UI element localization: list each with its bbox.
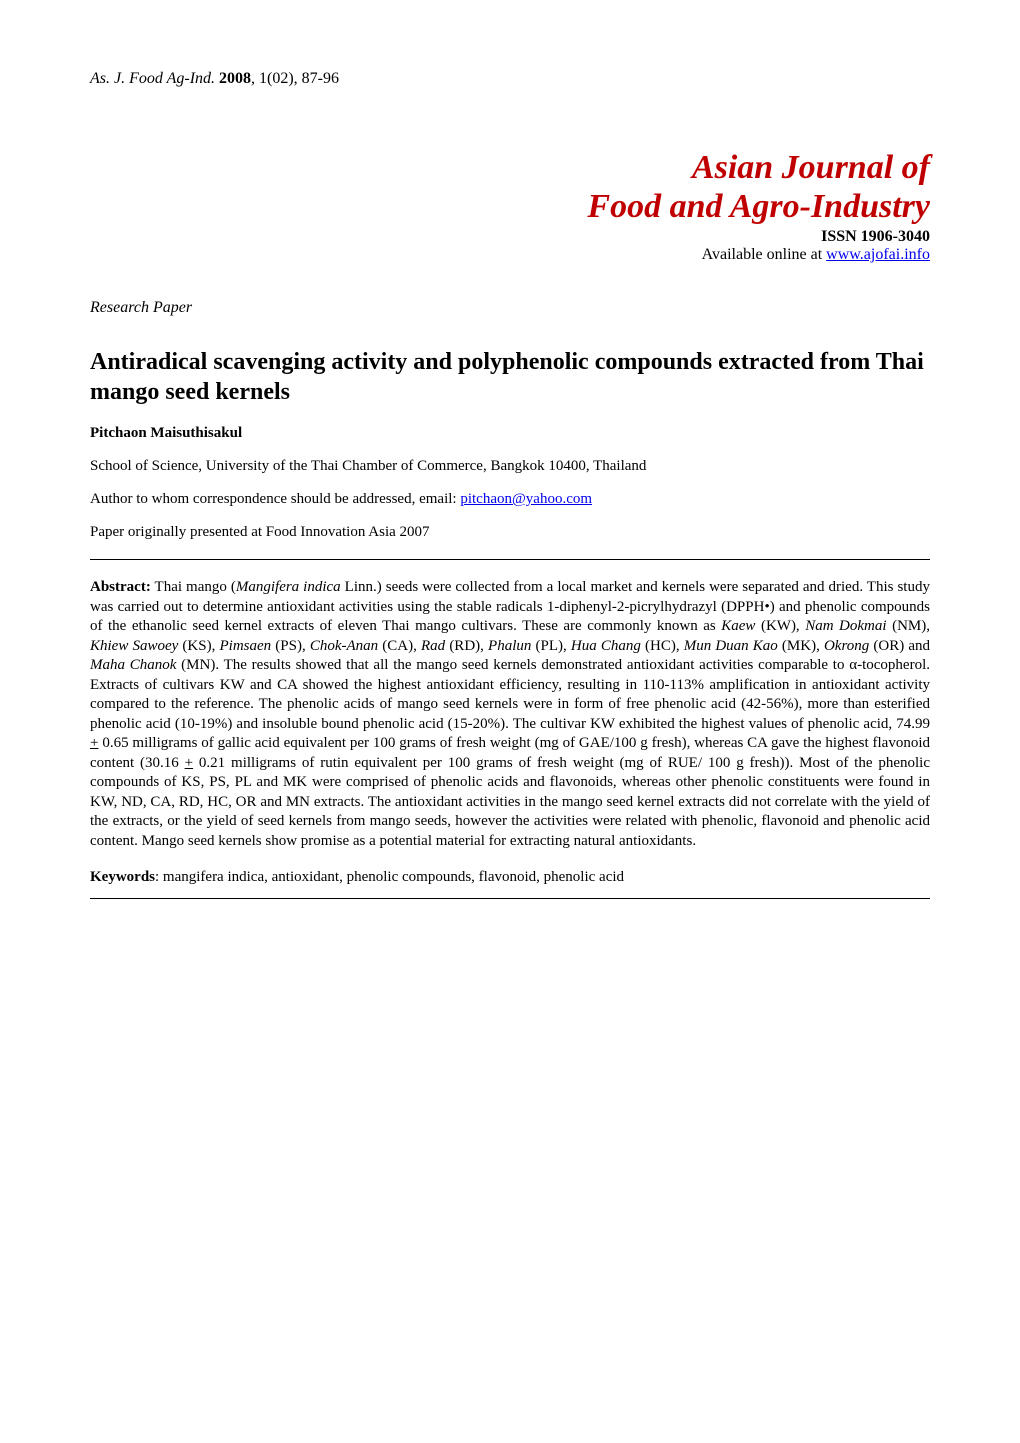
page: As. J. Food Ag-Ind. 2008, 1(02), 87-96 A…	[0, 0, 1020, 1443]
abstract-cultivar9: Mun Duan Kao	[684, 638, 778, 654]
abstract-t3: (KW),	[755, 618, 805, 634]
abstract-cultivar4: Pimsaen	[219, 638, 271, 654]
abstract-t13: (MN). The results showed that all the ma…	[90, 657, 930, 732]
keywords-label: Keywords	[90, 869, 155, 885]
abstract-cultivar11: Maha Chanok	[90, 657, 176, 673]
journal-availability: Available online at www.ajofai.info	[90, 246, 930, 264]
abstract-label: Abstract:	[90, 579, 151, 595]
abstract-cultivar3: Khiew Sawoey	[90, 638, 178, 654]
correspondence-email-link[interactable]: pitchaon@yahoo.com	[460, 491, 592, 507]
abstract-t7: (CA),	[378, 638, 421, 654]
abstract-cultivar6: Rad	[421, 638, 445, 654]
abstract: Abstract: Thai mango (Mangifera indica L…	[90, 578, 930, 851]
abstract-cultivar1: Kaew	[721, 618, 755, 634]
paper-title: Antiradical scavenging activity and poly…	[90, 347, 930, 407]
abstract-cultivar10: Okrong	[824, 638, 869, 654]
correspondence-line: Author to whom correspondence should be …	[90, 491, 930, 508]
abstract-t1: Thai mango (	[151, 579, 236, 595]
abstract-cultivar5: Chok-Anan	[310, 638, 378, 654]
available-prefix: Available online at	[702, 246, 827, 263]
presented-note: Paper originally presented at Food Innov…	[90, 524, 930, 541]
abstract-t5: (KS),	[178, 638, 219, 654]
abstract-t8: (RD),	[445, 638, 488, 654]
abstract-cultivar7: Phalun	[488, 638, 531, 654]
section-label: Research Paper	[90, 299, 930, 317]
abstract-t4: (NM),	[887, 618, 930, 634]
abstract-cultivar2: Nam Dokmai	[805, 618, 886, 634]
author-affiliation: School of Science, University of the Tha…	[90, 458, 930, 475]
journal-link[interactable]: www.ajofai.info	[826, 246, 930, 263]
abstract-t6: (PS),	[271, 638, 310, 654]
journal-title-line2: Food and Agro-Industry	[587, 188, 930, 225]
abstract-plusminus2: +	[185, 755, 193, 771]
journal-title: Asian Journal of Food and Agro-Industry	[90, 148, 930, 226]
correspondence-prefix: Author to whom correspondence should be …	[90, 491, 460, 507]
keywords: Keywords: mangifera indica, antioxidant,…	[90, 869, 930, 886]
divider-bottom	[90, 898, 930, 899]
citation-suffix: , 1(02), 87-96	[251, 70, 339, 87]
keywords-text: : mangifera indica, antioxidant, phenoli…	[155, 869, 624, 885]
abstract-cultivar8: Hua Chang	[571, 638, 641, 654]
abstract-t10: (HC),	[641, 638, 684, 654]
journal-title-line1: Asian Journal of	[692, 149, 930, 186]
divider-top	[90, 559, 930, 560]
author-name: Pitchaon Maisuthisakul	[90, 425, 930, 442]
abstract-t9: (PL),	[531, 638, 571, 654]
journal-issn: ISSN 1906-3040	[90, 228, 930, 246]
citation-prefix: As. J. Food Ag-Ind.	[90, 70, 219, 87]
abstract-latin1: Mangifera indica	[236, 579, 341, 595]
abstract-t12: (OR) and	[869, 638, 930, 654]
citation-year: 2008	[219, 70, 251, 87]
abstract-t11: (MK),	[778, 638, 824, 654]
running-citation: As. J. Food Ag-Ind. 2008, 1(02), 87-96	[90, 70, 930, 88]
journal-header: Asian Journal of Food and Agro-Industry …	[90, 148, 930, 264]
abstract-t15: 0.21 milligrams of rutin equivalent per …	[90, 755, 930, 849]
